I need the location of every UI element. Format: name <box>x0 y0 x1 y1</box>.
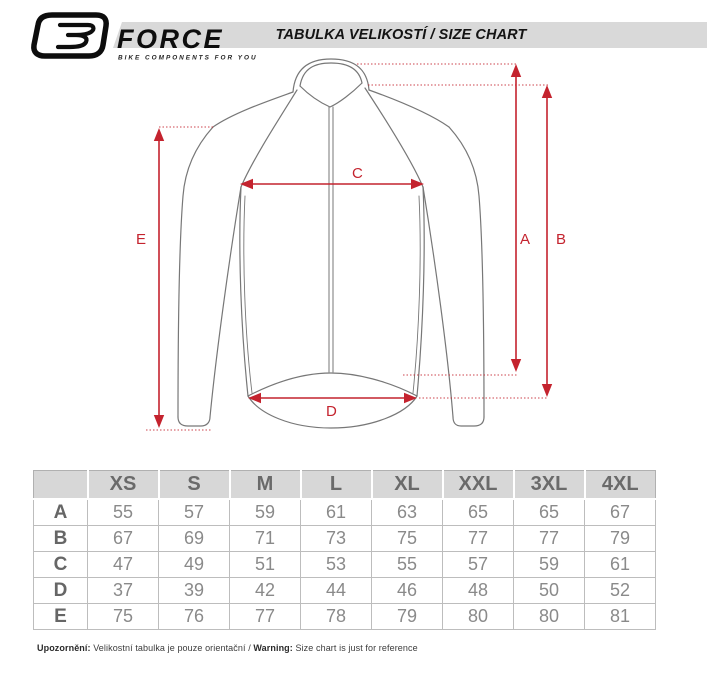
measurement-arrow-a <box>510 64 522 372</box>
table-cell: 65 <box>513 498 585 526</box>
table-cell: 37 <box>87 577 159 604</box>
label-e: E <box>136 231 146 248</box>
measurement-arrow-d <box>248 392 417 404</box>
table-cell: 48 <box>442 577 514 604</box>
table-cell: 80 <box>442 603 514 630</box>
size-table: XS S M L XL XXL 3XL 4XL A 55 57 59 61 63… <box>33 470 656 630</box>
table-cell: 55 <box>371 551 443 578</box>
table-row: B 67 69 71 73 75 77 77 79 <box>33 525 656 552</box>
table-cell: 75 <box>87 603 159 630</box>
table-cell: 79 <box>584 525 656 552</box>
footer-label-en: Warning: <box>253 643 293 653</box>
table-cell: 52 <box>584 577 656 604</box>
jersey-outline <box>177 58 485 429</box>
column-header-3xl: 3XL <box>512 470 585 500</box>
table-cell: 79 <box>371 603 443 630</box>
row-label: D <box>33 577 88 604</box>
table-row: C 47 49 51 53 55 57 59 61 <box>33 551 656 578</box>
table-cell: 57 <box>158 498 230 526</box>
table-cell: 42 <box>229 577 301 604</box>
table-cell: 53 <box>300 551 372 578</box>
row-label: A <box>33 498 88 526</box>
column-header-xxl: XXL <box>441 470 514 500</box>
column-header-4xl: 4XL <box>583 470 656 500</box>
force-emblem-icon <box>31 12 109 59</box>
brand-wordmark: FORCE <box>117 24 224 54</box>
table-cell: 44 <box>300 577 372 604</box>
force-logo: FORCE BIKE COMPONENTS FOR YOU <box>31 12 258 62</box>
table-cell: 75 <box>371 525 443 552</box>
table-cell: 59 <box>513 551 585 578</box>
table-cell: 71 <box>229 525 301 552</box>
row-label: C <box>33 551 88 578</box>
footer-label-cs: Upozornění: <box>37 643 91 653</box>
table-row: D 37 39 42 44 46 48 50 52 <box>33 577 656 604</box>
table-cell: 69 <box>158 525 230 552</box>
table-cell: 81 <box>584 603 656 630</box>
footer-text-en: Size chart is just for reference <box>292 643 418 653</box>
table-cell: 49 <box>158 551 230 578</box>
table-cell: 73 <box>300 525 372 552</box>
table-cell: 67 <box>584 498 656 526</box>
table-cell: 77 <box>442 525 514 552</box>
column-header-s: S <box>157 470 230 500</box>
table-cell: 77 <box>229 603 301 630</box>
table-cell: 51 <box>229 551 301 578</box>
row-label: E <box>33 603 88 630</box>
label-c: C <box>352 165 363 182</box>
reference-lines <box>146 63 548 431</box>
row-label: B <box>33 525 88 552</box>
table-cell: 46 <box>371 577 443 604</box>
table-header-row: XS S M L XL XXL 3XL 4XL <box>33 470 656 500</box>
column-header-xl: XL <box>370 470 443 500</box>
table-cell: 78 <box>300 603 372 630</box>
brand-tagline: BIKE COMPONENTS FOR YOU <box>118 55 258 62</box>
column-header-xs: XS <box>86 470 159 500</box>
footer-note: Upozornění: Velikostní tabulka je pouze … <box>37 643 418 653</box>
table-cell: 63 <box>371 498 443 526</box>
table-cell: 77 <box>513 525 585 552</box>
table-cell: 61 <box>584 551 656 578</box>
measurement-arrow-b <box>541 85 553 397</box>
column-header-m: M <box>228 470 301 500</box>
label-b: B <box>556 231 566 248</box>
table-cell: 76 <box>158 603 230 630</box>
table-cell: 61 <box>300 498 372 526</box>
page-title: TABULKA VELIKOSTÍ / SIZE CHART <box>275 27 527 43</box>
measurement-arrow-c <box>240 178 424 190</box>
table-cell: 39 <box>158 577 230 604</box>
label-a: A <box>520 231 530 248</box>
table-cell: 67 <box>87 525 159 552</box>
footer-text-cs: Velikostní tabulka je pouze orientační / <box>90 643 254 653</box>
measurement-labels: E C A B D <box>136 165 566 420</box>
measurement-arrow-e <box>153 128 165 428</box>
header-band <box>113 22 707 48</box>
label-d: D <box>326 403 337 420</box>
table-corner-cell <box>33 470 88 500</box>
table-row: E 75 76 77 78 79 80 80 81 <box>33 603 656 630</box>
table-cell: 80 <box>513 603 585 630</box>
table-cell: 59 <box>229 498 301 526</box>
column-header-l: L <box>299 470 372 500</box>
measurement-arrows <box>153 64 553 428</box>
table-cell: 55 <box>87 498 159 526</box>
table-cell: 65 <box>442 498 514 526</box>
table-row: A 55 57 59 61 63 65 65 67 <box>33 498 656 526</box>
table-cell: 57 <box>442 551 514 578</box>
table-cell: 47 <box>87 551 159 578</box>
table-cell: 50 <box>513 577 585 604</box>
